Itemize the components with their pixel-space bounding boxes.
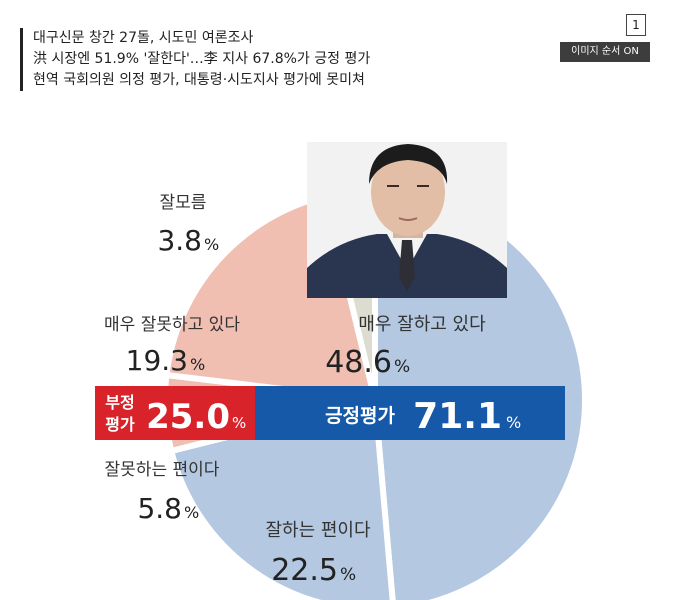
slice-label-somewhat-positive: 잘하는 편이다 — [265, 520, 371, 541]
value-somewhat-negative: 5.8 — [137, 492, 182, 525]
headline-line-1: 대구신문 창간 27돌, 시도민 여론조사 — [33, 30, 254, 46]
value-strongly-positive: 48.6 — [325, 345, 392, 380]
negative-summary-bar — [95, 386, 255, 440]
unit-strongly-negative: % — [190, 355, 205, 374]
slice-label-strongly-positive: 매우 잘하고 있다 — [358, 314, 486, 335]
value-somewhat-positive: 22.5 — [271, 553, 338, 588]
page-number-badge[interactable]: 1 — [626, 14, 646, 36]
person-photo — [307, 142, 507, 298]
positive-summary-value: 71.1 — [413, 396, 502, 437]
image-order-button[interactable]: 이미지 순서 ON — [560, 42, 650, 62]
headline-line-3: 현역 국회의원 의정 평가, 대통령·시도지사 평가에 못미쳐 — [33, 72, 365, 88]
value-strongly-negative: 19.3 — [126, 344, 188, 377]
slice-label-somewhat-negative: 잘못하는 편이다 — [105, 460, 220, 480]
headline: 대구신문 창간 27돌, 시도민 여론조사 洪 시장엔 51.9% '잘한다'…… — [20, 28, 513, 91]
unit-unknown: % — [204, 235, 219, 254]
headline-line-2: 洪 시장엔 51.9% '잘한다'…李 지사 67.8%가 긍정 평가 — [33, 51, 371, 67]
unit-strongly-positive: % — [394, 357, 410, 377]
value-unknown: 3.8 — [157, 224, 202, 257]
unit-somewhat-positive: % — [340, 565, 356, 585]
slice-label-strongly-negative: 매우 잘못하고 있다 — [104, 315, 240, 335]
negative-summary-unit: % — [232, 414, 246, 432]
negative-summary-value: 25.0 — [146, 397, 230, 437]
positive-summary-bar — [255, 386, 565, 440]
slice-label-unknown: 잘모름 — [160, 193, 207, 213]
slice-somewhat-positive — [167, 396, 396, 600]
negative-summary-label-line1: 부정 — [105, 393, 134, 412]
positive-summary-unit: % — [506, 413, 521, 432]
unit-somewhat-negative: % — [184, 503, 199, 522]
negative-summary-label-line2: 평가 — [105, 415, 135, 434]
positive-summary-label: 긍정평가 — [325, 405, 395, 427]
